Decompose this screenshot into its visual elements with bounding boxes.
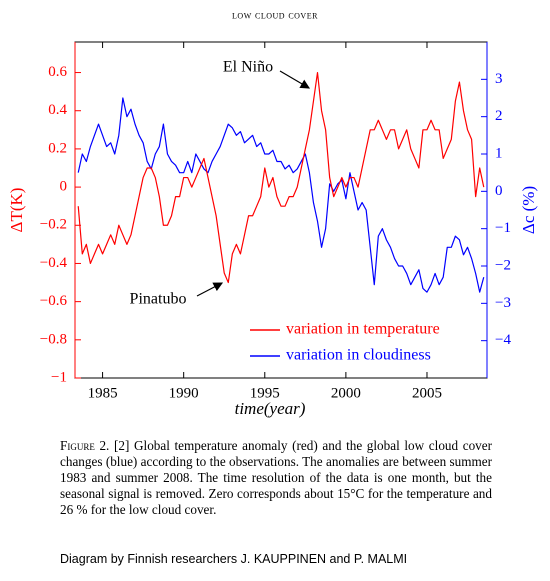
series-line [77, 97, 485, 293]
annotation: Pinatubo [130, 291, 187, 308]
legend-label: variation in temperature [286, 321, 440, 338]
y-tick-label: 0.4 [48, 102, 67, 118]
y2-tick-label: 3 [495, 71, 503, 87]
x-tick-label: 1985 [88, 385, 118, 401]
y-tick-label: 0 [60, 179, 68, 195]
y-tick-label: −1 [51, 369, 67, 385]
y-axis-label: ΔT(K) [7, 188, 26, 233]
y2-tick-label: 1 [495, 145, 503, 161]
x-axis-label: time(year) [235, 399, 306, 418]
y2-tick-label: −3 [495, 295, 511, 311]
annotation-arrow [196, 282, 224, 297]
y-tick-label: −0.2 [40, 217, 67, 233]
y2-tick-label: 2 [495, 108, 503, 124]
footer: Diagram by Finnish researchers J. KAUPPI… [60, 552, 408, 566]
legend-label: variation in cloudiness [286, 347, 431, 364]
y2-tick-label: −4 [495, 332, 511, 348]
series-line [77, 71, 485, 284]
x-tick-label: 1990 [169, 385, 199, 401]
x-tick-label: 2000 [331, 385, 361, 401]
caption-text: [2] Global temperature anomaly (red) and… [60, 438, 493, 517]
x-tick-label: 2005 [412, 385, 442, 401]
y2-axis-label: Δc (%) [519, 186, 538, 234]
x-tick-label: 1995 [250, 385, 280, 401]
caption-label: Figure 2. [60, 438, 110, 453]
y-tick-label: 0.6 [48, 64, 67, 80]
y2-tick-label: 0 [495, 183, 503, 199]
y-tick-label: −0.8 [40, 331, 67, 347]
y-tick-label: 0.2 [48, 140, 67, 156]
y2-tick-label: −2 [495, 257, 511, 273]
chart-title: low cloud cover [232, 10, 318, 22]
y-tick-label: −0.6 [40, 293, 68, 309]
annotation: El Niño [223, 59, 273, 76]
y2-tick-label: −1 [495, 220, 511, 236]
caption: Figure 2. [2] Global temperature anomaly… [60, 438, 492, 518]
chart: low cloud cover time(year) ΔT(K) Δc (%) … [7, 10, 538, 418]
annotation-arrow [279, 70, 311, 89]
y-tick-label: −0.4 [40, 255, 68, 271]
